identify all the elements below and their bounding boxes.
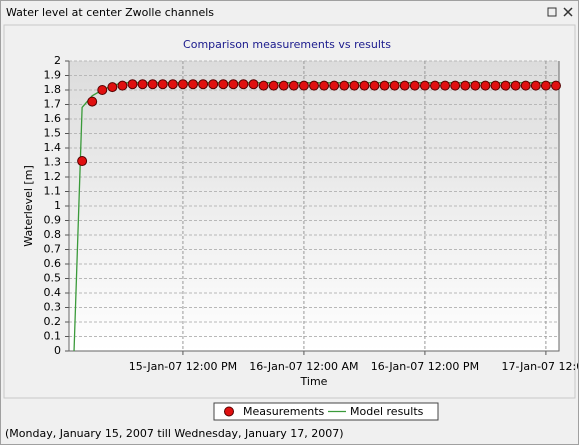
measurement-point (188, 79, 199, 90)
legend-marker (224, 406, 234, 417)
measurement-point (288, 80, 299, 91)
measurement-point (379, 80, 390, 91)
chart-title: Comparison measurements vs results (183, 38, 391, 51)
y-tick-label: 1.6 (44, 112, 62, 125)
y-tick-label: 0.4 (44, 286, 62, 299)
y-tick-label: 0.8 (44, 228, 62, 241)
y-tick-label: 1.9 (44, 69, 62, 82)
measurement-point (309, 80, 319, 91)
y-tick-label: 1.8 (44, 83, 62, 96)
measurement-point (359, 80, 370, 91)
measurement-point (510, 80, 521, 91)
measurement-point (319, 80, 330, 91)
measurement-point (450, 80, 461, 91)
y-tick-label: 2 (54, 54, 61, 67)
x-tick-label: 16-Jan-07 12:00 PM (371, 360, 479, 373)
y-tick-label: 0.7 (44, 243, 62, 256)
measurement-point (480, 80, 491, 91)
measurement-point (107, 82, 118, 93)
legend (213, 402, 439, 421)
measurement-point (177, 79, 188, 90)
measurement-point (409, 80, 420, 91)
measurement-point (470, 80, 481, 91)
measurement-point (520, 80, 531, 91)
measurement-point (298, 80, 309, 91)
measurement-point (339, 80, 350, 91)
measurement-point (97, 85, 108, 95)
measurement-point (429, 80, 440, 91)
measurement-point (500, 80, 511, 91)
y-tick-label: 0.9 (44, 214, 62, 227)
x-tick-label: 17-Jan-07 12:00 (502, 360, 578, 373)
y-tick-label: 0.5 (44, 272, 62, 285)
measurement-point (490, 80, 501, 91)
y-tick-label: 1.7 (44, 98, 62, 111)
y-tick-label: 1 (54, 199, 61, 212)
measurement-point (127, 79, 138, 90)
measurement-point (117, 80, 128, 91)
measurement-point (157, 79, 168, 90)
measurement-point (540, 80, 551, 91)
measurement-point (399, 80, 410, 91)
measurement-point (530, 80, 541, 91)
measurement-point (440, 80, 451, 91)
measurement-point (167, 79, 178, 90)
measurement-point (329, 80, 340, 91)
measurement-point (198, 79, 209, 90)
y-tick-label: 1.2 (44, 170, 62, 183)
footer: (Monday, January 15, 2007 till Wednesday… (5, 427, 344, 440)
y-tick-label: 1.5 (44, 127, 62, 140)
y-tick-label: 0.3 (44, 301, 62, 314)
measurement-point (389, 80, 400, 91)
axes (68, 61, 560, 352)
measurement-point (248, 79, 259, 90)
measurement-point (550, 80, 561, 91)
measurement-point (268, 80, 279, 91)
y-axis-label: Waterlevel [m] (22, 165, 35, 246)
measurement-point (460, 80, 471, 91)
y-tick-label: 0.1 (44, 330, 62, 343)
measurement-point (349, 80, 360, 91)
y-tick-label: 1.4 (44, 141, 62, 154)
measurement-point (208, 79, 219, 90)
measurement-point (258, 80, 269, 91)
x-tick-label: 16-Jan-07 12:00 AM (249, 360, 358, 373)
measurement-point (147, 79, 158, 90)
measurement-point (218, 79, 229, 90)
measurement-point (77, 156, 88, 167)
x-axis-label: Time (300, 375, 328, 388)
y-tick-label: 0.2 (44, 315, 62, 328)
measurement-point (137, 79, 148, 90)
window-title: Water level at center Zwolle channels (6, 6, 214, 19)
close-button[interactable] (563, 7, 573, 17)
y-tick-label: 1.3 (44, 156, 62, 169)
restore-button[interactable] (547, 7, 557, 17)
measurement-point (228, 79, 239, 90)
y-tick-label: 0.6 (44, 257, 62, 270)
measurement-point (278, 80, 289, 91)
measurement-point (419, 80, 430, 91)
legend-label: Measurements (243, 405, 325, 418)
legend-label: Model results (350, 405, 424, 418)
x-tick-label: 15-Jan-07 12:00 PM (129, 360, 237, 373)
y-tick-label: 0 (54, 344, 61, 357)
y-tick-label: 1.1 (44, 185, 62, 198)
measurement-point (369, 80, 380, 91)
measurement-point (87, 96, 98, 107)
measurement-point (238, 79, 249, 90)
